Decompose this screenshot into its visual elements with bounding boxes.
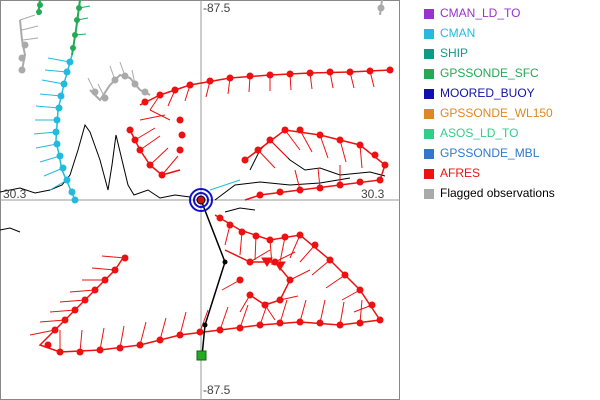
latitude-label-top: -87.5 <box>203 1 231 15</box>
legend-swatch <box>424 9 434 19</box>
legend-swatch <box>424 29 434 39</box>
legend-swatch <box>424 129 434 139</box>
flagged-observations <box>18 0 385 102</box>
storm-center-marker[interactable] <box>196 195 206 205</box>
afres-traces <box>29 66 394 356</box>
legend-swatch <box>424 169 434 179</box>
storm-center-ring <box>189 188 213 212</box>
legend-item-asos-ld-to[interactable]: ASOS_LD_TO <box>418 124 598 144</box>
legend-item-cman-ld-to[interactable]: CMAN_LD_TO <box>418 4 598 24</box>
legend-label: GPSSONDE_WL150 <box>440 106 553 120</box>
legend-label: MOORED_BUOY <box>440 86 535 100</box>
legend-item-flagged-observations[interactable]: Flagged observations <box>418 184 598 204</box>
legend-item-ship[interactable]: SHIP <box>418 44 598 64</box>
moored-buoy-track <box>189 188 228 361</box>
track-end-marker <box>196 350 207 361</box>
legend-swatch <box>424 189 434 199</box>
legend-label: ASOS_LD_TO <box>440 126 519 140</box>
cman-trace <box>33 54 241 204</box>
legend-swatch <box>424 149 434 159</box>
legend-item-cman[interactable]: CMAN <box>418 24 598 44</box>
gpssonde-sfc-trace <box>36 0 91 56</box>
legend-item-gpssonde-mbl[interactable]: GPSSONDE_MBL <box>418 144 598 164</box>
latitude-label-bottom: -87.5 <box>203 383 231 397</box>
legend-swatch <box>424 69 434 79</box>
legend-item-gpssonde-wl150[interactable]: GPSSONDE_WL150 <box>418 104 598 124</box>
legend-item-moored-buoy[interactable]: MOORED_BUOY <box>418 84 598 104</box>
legend-label: GPSSONDE_MBL <box>440 146 540 160</box>
legend-label: CMAN <box>440 26 476 40</box>
map-panel[interactable]: -87.5 -87.5 30.3 30.3 <box>0 0 401 400</box>
map-canvas[interactable] <box>0 0 401 400</box>
legend-label: AFRES <box>440 166 481 180</box>
legend-swatch <box>424 109 434 119</box>
legend-swatch <box>424 49 434 59</box>
legend-label: Flagged observations <box>440 186 555 200</box>
longitude-label-right: 30.3 <box>361 187 385 201</box>
legend-item-gpssonde-sfc[interactable]: GPSSONDE_SFC <box>418 64 598 84</box>
legend-label: CMAN_LD_TO <box>440 6 521 20</box>
longitude-label-left: 30.3 <box>3 187 27 201</box>
legend-item-afres[interactable]: AFRES <box>418 164 598 184</box>
legend-label: SHIP <box>440 46 469 60</box>
legend-swatch <box>424 89 434 99</box>
legend-label: GPSSONDE_SFC <box>440 66 539 80</box>
legend: CMAN_LD_TO CMAN SHIP GPSSONDE_SFC MOORED… <box>418 4 598 204</box>
